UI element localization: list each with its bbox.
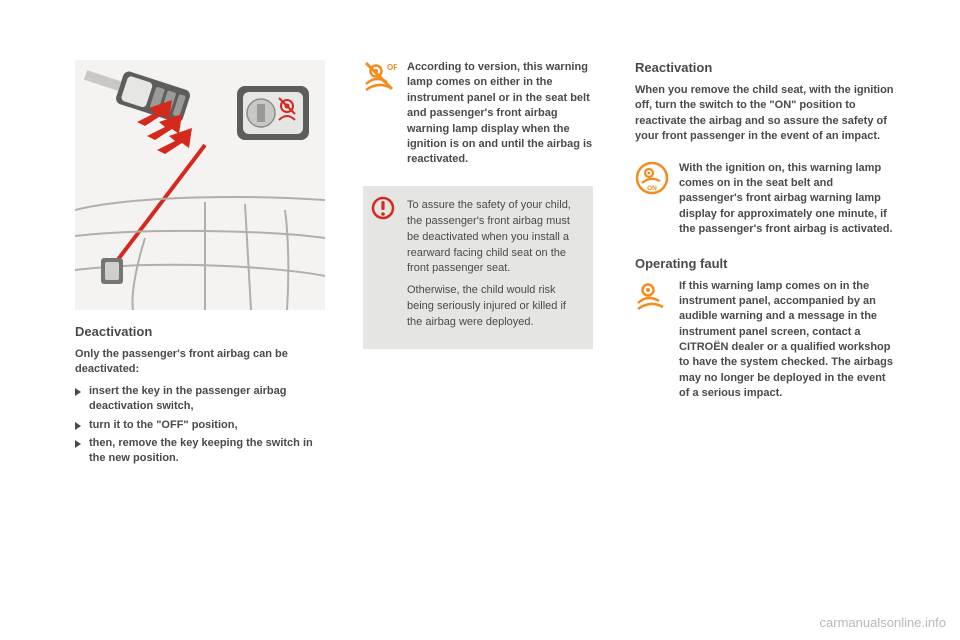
reactivation-heading: Reactivation — [635, 60, 895, 75]
illustration-svg — [75, 60, 325, 310]
child-safety-warning-box: To assure the safety of your child, the … — [363, 186, 593, 350]
column-1: Deactivation Only the passenger's front … — [75, 60, 325, 470]
airbag-off-warning-block: OFF According to version, this warning l… — [363, 60, 593, 168]
airbag-on-warning-block: ON With the ignition on, this warning la… — [635, 161, 895, 238]
step-1: insert the key in the passenger airbag d… — [75, 384, 325, 415]
manual-page: Deactivation Only the passenger's front … — [0, 0, 960, 640]
watermark: carmanualsonline.info — [820, 615, 946, 630]
deactivation-steps: insert the key in the passenger airbag d… — [75, 384, 325, 467]
step-2: turn it to the "OFF" position, — [75, 418, 325, 433]
airbag-on-icon: ON — [635, 161, 669, 195]
airbag-on-warning-text: With the ignition on, this warning lamp … — [679, 162, 893, 236]
column-2: OFF According to version, this warning l… — [363, 60, 593, 349]
fault-warning-text: If this warning lamp comes on in the ins… — [679, 280, 893, 400]
child-safety-text-2: Otherwise, the child would risk being se… — [407, 283, 581, 331]
fault-warning-block: If this warning lamp comes on in the ins… — [635, 279, 895, 402]
airbag-off-warning-text: According to version, this warning lamp … — [407, 61, 592, 165]
svg-text:OFF: OFF — [387, 63, 397, 72]
airbag-fault-icon — [635, 279, 669, 313]
airbag-switch-illustration — [75, 60, 325, 310]
step-3: then, remove the key keeping the switch … — [75, 436, 325, 467]
deactivation-heading: Deactivation — [75, 324, 325, 339]
column-3: Reactivation When you remove the child s… — [635, 60, 895, 420]
svg-text:ON: ON — [647, 185, 657, 192]
deactivation-intro: Only the passenger's front airbag can be… — [75, 347, 325, 378]
reactivation-para: When you remove the child seat, with the… — [635, 83, 895, 145]
caution-icon — [371, 196, 395, 220]
operating-fault-heading: Operating fault — [635, 256, 895, 271]
child-safety-text-1: To assure the safety of your child, the … — [407, 198, 581, 278]
airbag-off-icon: OFF — [363, 60, 397, 94]
